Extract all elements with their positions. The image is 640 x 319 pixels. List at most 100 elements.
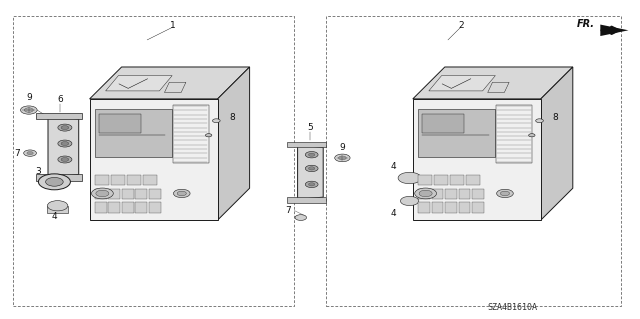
Polygon shape xyxy=(287,142,326,147)
Polygon shape xyxy=(413,99,541,220)
Bar xyxy=(95,175,109,185)
Polygon shape xyxy=(600,25,628,36)
Circle shape xyxy=(61,158,68,161)
Circle shape xyxy=(305,152,318,158)
Bar xyxy=(459,189,470,199)
Circle shape xyxy=(177,191,186,196)
Bar xyxy=(434,175,448,185)
Polygon shape xyxy=(90,67,250,99)
Circle shape xyxy=(92,188,113,199)
Circle shape xyxy=(58,124,72,131)
Bar xyxy=(143,175,157,185)
Circle shape xyxy=(58,140,72,147)
Bar xyxy=(496,105,532,163)
Circle shape xyxy=(415,188,436,199)
Bar xyxy=(136,203,147,213)
Bar xyxy=(418,108,495,157)
Bar xyxy=(149,189,161,199)
Circle shape xyxy=(500,191,509,196)
Bar xyxy=(466,175,480,185)
Circle shape xyxy=(61,126,68,130)
Circle shape xyxy=(24,108,33,112)
Circle shape xyxy=(38,174,70,190)
Polygon shape xyxy=(164,82,186,93)
Bar xyxy=(111,175,125,185)
Bar xyxy=(418,203,429,213)
Text: 6: 6 xyxy=(58,95,63,104)
Polygon shape xyxy=(429,76,495,91)
Text: 1: 1 xyxy=(170,21,175,30)
Bar xyxy=(95,189,106,199)
Bar xyxy=(445,203,457,213)
Bar xyxy=(108,203,120,213)
Polygon shape xyxy=(298,145,323,199)
Text: 7: 7 xyxy=(15,149,20,158)
Circle shape xyxy=(212,119,220,122)
Bar xyxy=(431,203,444,213)
Circle shape xyxy=(339,156,346,160)
Bar xyxy=(418,175,432,185)
Bar xyxy=(136,189,147,199)
Polygon shape xyxy=(287,197,326,203)
Circle shape xyxy=(419,190,432,197)
Text: 8: 8 xyxy=(230,113,235,122)
Bar xyxy=(450,175,464,185)
Bar xyxy=(108,189,120,199)
Circle shape xyxy=(305,181,318,188)
Circle shape xyxy=(529,134,535,137)
Polygon shape xyxy=(36,113,82,119)
Circle shape xyxy=(401,197,419,205)
Text: 8: 8 xyxy=(553,113,558,122)
Bar xyxy=(95,108,172,157)
Polygon shape xyxy=(218,67,250,220)
Bar xyxy=(99,114,141,133)
Circle shape xyxy=(47,201,68,211)
Circle shape xyxy=(335,154,350,162)
Bar xyxy=(418,189,429,199)
Polygon shape xyxy=(48,116,79,177)
Bar xyxy=(422,114,464,133)
Bar xyxy=(149,203,161,213)
Text: 4: 4 xyxy=(391,209,396,218)
Circle shape xyxy=(308,183,315,186)
Text: 9: 9 xyxy=(340,143,345,152)
Text: 7: 7 xyxy=(285,206,291,215)
Circle shape xyxy=(61,142,68,145)
Bar xyxy=(127,175,141,185)
Circle shape xyxy=(308,153,315,156)
Text: 5: 5 xyxy=(308,123,313,132)
Polygon shape xyxy=(541,67,573,220)
Circle shape xyxy=(27,152,33,155)
Bar xyxy=(459,203,470,213)
Text: SZA4B1610A: SZA4B1610A xyxy=(487,303,537,312)
Polygon shape xyxy=(90,99,218,220)
Polygon shape xyxy=(36,174,82,181)
Circle shape xyxy=(497,189,513,197)
Circle shape xyxy=(96,190,109,197)
Text: 9: 9 xyxy=(26,93,31,102)
Bar xyxy=(47,206,68,213)
Bar xyxy=(95,203,106,213)
Circle shape xyxy=(205,134,212,137)
Circle shape xyxy=(45,177,63,186)
Circle shape xyxy=(536,119,543,122)
Circle shape xyxy=(398,172,421,184)
Circle shape xyxy=(295,215,307,220)
Polygon shape xyxy=(488,82,509,93)
Bar xyxy=(472,203,484,213)
Text: 4: 4 xyxy=(391,162,396,171)
Circle shape xyxy=(305,165,318,172)
Text: FR.: FR. xyxy=(577,19,595,29)
Bar xyxy=(122,189,134,199)
Bar xyxy=(472,189,484,199)
Circle shape xyxy=(20,106,37,114)
Polygon shape xyxy=(413,67,573,99)
Text: 2: 2 xyxy=(458,21,463,30)
Bar xyxy=(122,203,134,213)
Bar xyxy=(173,105,209,163)
Circle shape xyxy=(24,150,36,156)
Text: 4: 4 xyxy=(52,212,57,221)
Circle shape xyxy=(173,189,190,197)
Polygon shape xyxy=(106,76,172,91)
Circle shape xyxy=(58,156,72,163)
